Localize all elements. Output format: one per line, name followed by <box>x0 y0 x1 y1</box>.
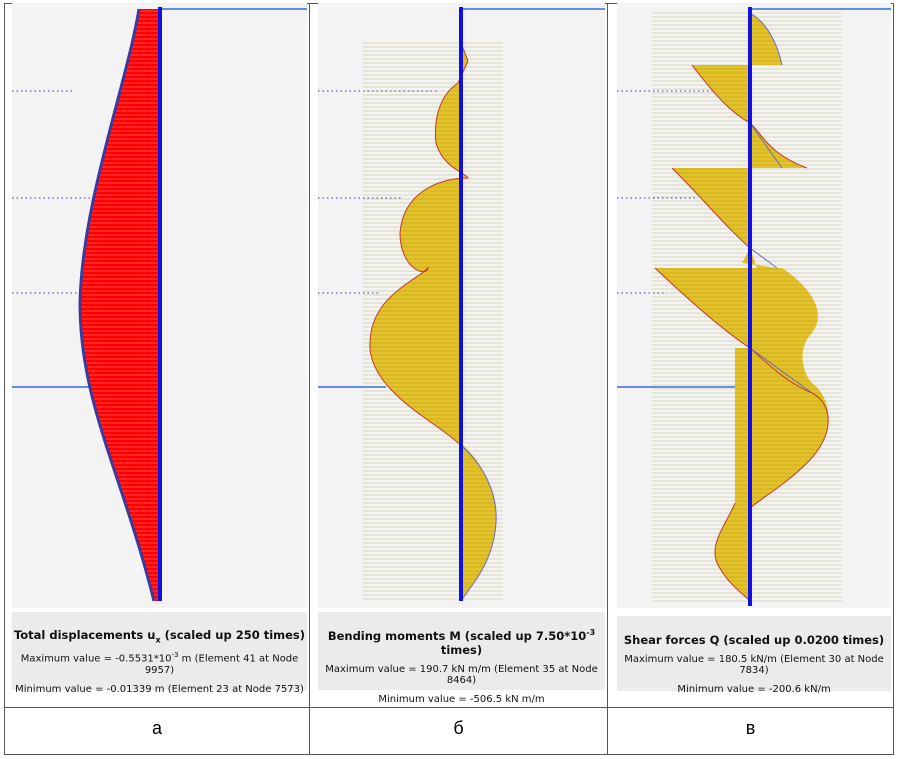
caption-min: Minimum value = -506.5 kN m/m <box>378 693 545 705</box>
table-divider-2 <box>607 3 608 755</box>
table-divider-1 <box>309 3 310 755</box>
bending-moment-plot <box>318 3 605 608</box>
table-border-right <box>893 3 894 755</box>
displacement-fill <box>80 9 160 601</box>
moment-fill-left <box>369 43 468 443</box>
shear-force-plot <box>617 3 891 608</box>
panel-displacements: Total displacements ux (scaled up 250 ti… <box>12 3 307 703</box>
label-c: в <box>745 718 756 738</box>
caption-min: Minimum value = -0.01339 m (Element 23 a… <box>15 683 304 695</box>
caption-title: Bending moments M (scaled up 7.50*10-3 t… <box>327 628 596 657</box>
panel-bending-moments: Bending moments M (scaled up 7.50*10-3 t… <box>318 3 605 705</box>
caption-min: Minimum value = -200.6 kN/m <box>677 684 831 695</box>
caption-max: Maximum value = -0.5531*10-3 m (Element … <box>20 651 299 676</box>
shear-fill-2 <box>692 65 750 123</box>
caption-max: Maximum value = 180.5 kN/m (Element 30 a… <box>624 654 884 676</box>
label-b: б <box>453 718 464 738</box>
shear-fill-3 <box>750 123 807 168</box>
shear-hatch <box>652 12 842 602</box>
shear-fill-7 <box>750 268 829 508</box>
panel-shear-forces: Shear forces Q (scaled up 0.0200 times) … <box>617 3 891 703</box>
caption-title: Shear forces Q (scaled up 0.0200 times) <box>623 633 885 647</box>
caption-title: Total displacements ux (scaled up 250 ti… <box>13 628 306 645</box>
table-row-divider <box>4 707 894 708</box>
label-a: а <box>151 718 162 738</box>
shear-curve-blue <box>749 12 813 394</box>
table-border-left <box>4 3 5 755</box>
caption-bending-moments: Bending moments M (scaled up 7.50*10-3 t… <box>318 612 605 705</box>
caption-displacements: Total displacements ux (scaled up 250 ti… <box>12 612 307 695</box>
moment-curve-lower <box>457 442 497 602</box>
caption-max: Maximum value = 190.7 kN m/m (Element 35… <box>325 663 598 686</box>
moment-fill-right <box>461 443 497 601</box>
table-border-bottom <box>4 754 894 755</box>
shear-fill-8 <box>714 348 750 601</box>
shear-fill-1 <box>750 13 782 65</box>
moment-hatch <box>363 42 503 600</box>
displacement-curve <box>78 8 156 602</box>
caption-shear-forces: Shear forces Q (scaled up 0.0200 times) … <box>617 616 891 695</box>
moment-curve <box>369 42 469 444</box>
displacement-plot <box>12 3 307 608</box>
shear-fill-6 <box>655 268 750 348</box>
